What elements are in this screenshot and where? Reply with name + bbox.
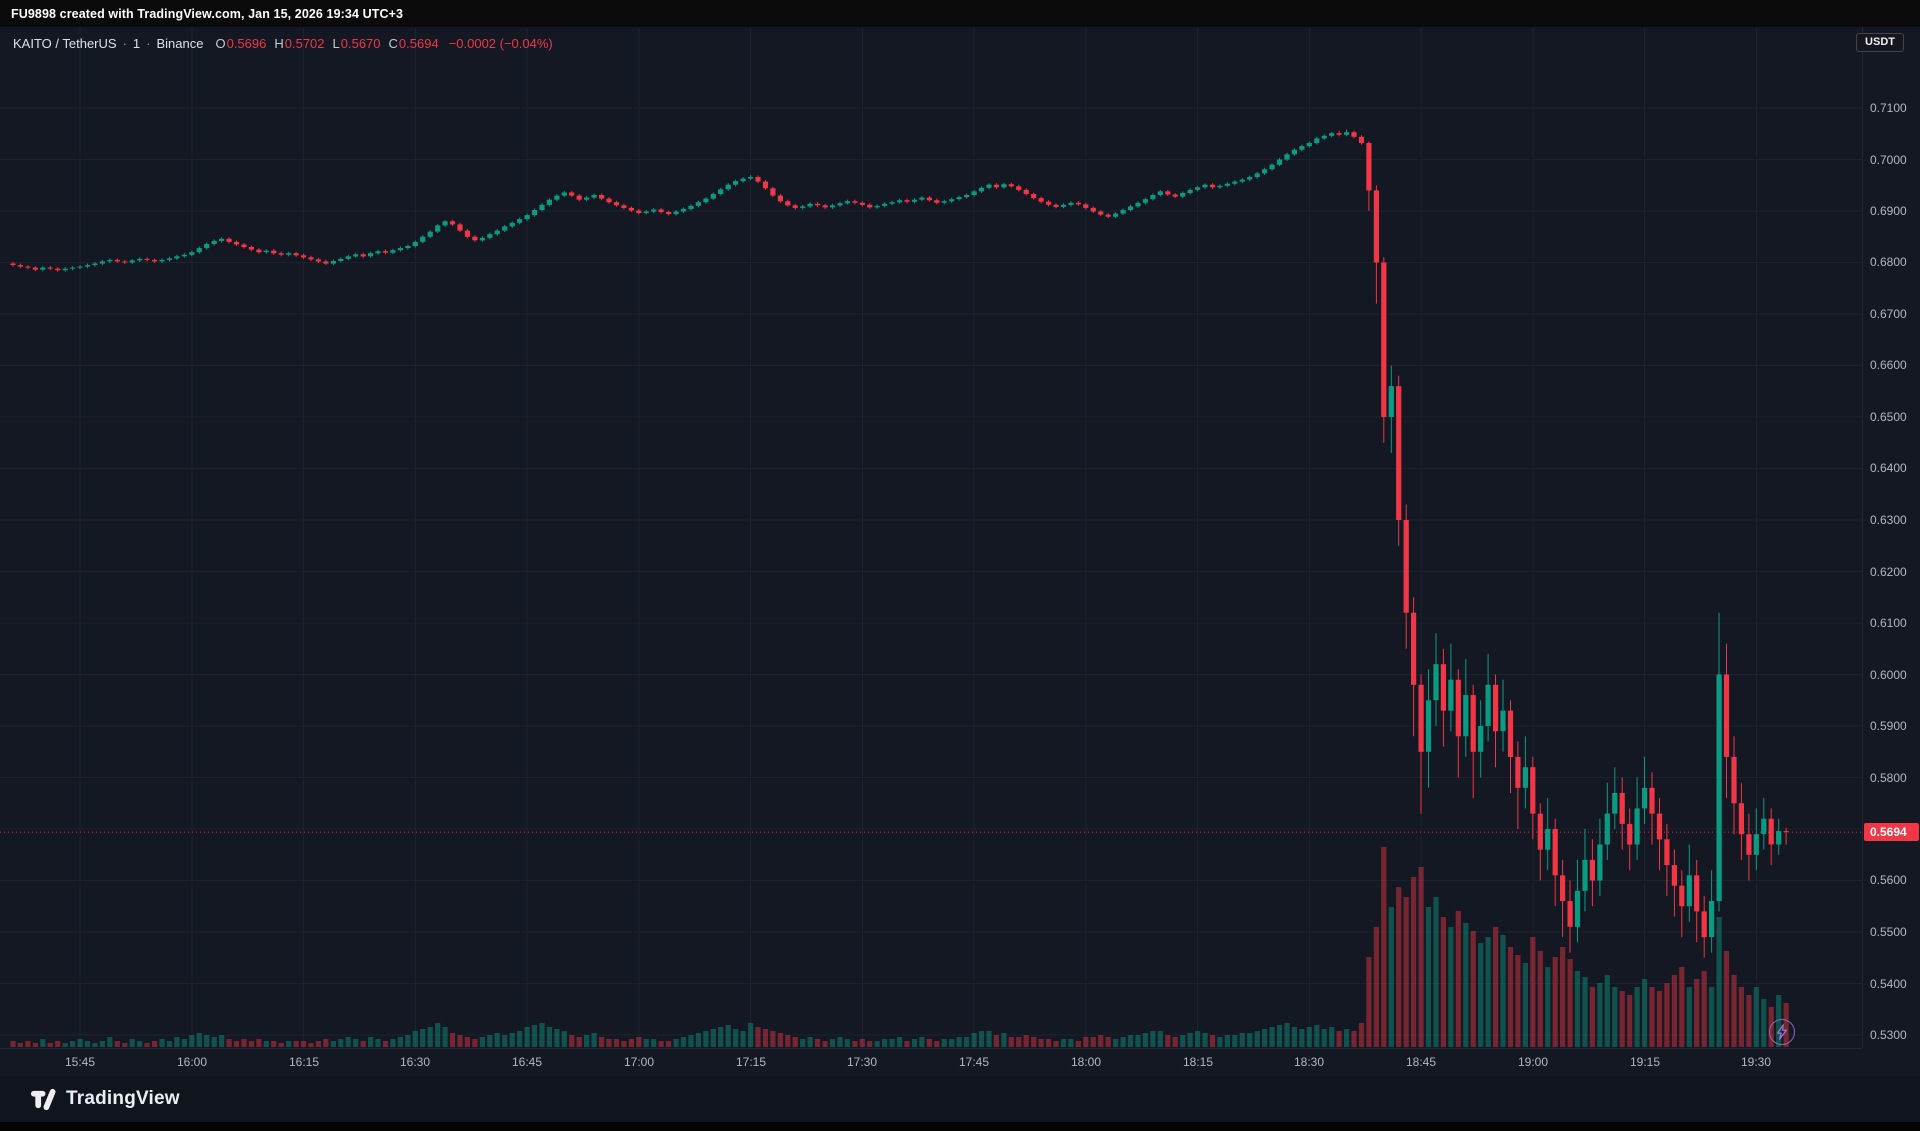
time-axis-label: 15:45 xyxy=(64,1055,96,1069)
time-axis-label: 17:00 xyxy=(623,1055,655,1069)
price-axis-label: 0.6000 xyxy=(1870,668,1907,682)
close-value: 0.5694 xyxy=(398,36,439,51)
time-axis-label: 19:30 xyxy=(1740,1055,1772,1069)
price-axis-label: 0.5600 xyxy=(1870,873,1907,887)
time-axis-label: 18:45 xyxy=(1405,1055,1437,1069)
symbol-legend: KAITO / TetherUS · 1 · Binance O 0.5696 H… xyxy=(13,36,553,51)
time-axis-label: 16:30 xyxy=(399,1055,431,1069)
legend-separator: · xyxy=(122,36,127,51)
time-axis-label: 19:00 xyxy=(1517,1055,1549,1069)
lightning-icon xyxy=(1776,1024,1788,1040)
chart-region: KAITO / TetherUS · 1 · Binance O 0.5696 H… xyxy=(0,27,1920,1076)
interval-value[interactable]: 1 xyxy=(132,36,141,51)
change-value: −0.0002 (−0.04%) xyxy=(448,36,553,51)
price-axis-label: 0.6200 xyxy=(1870,565,1907,579)
low-value: 0.5670 xyxy=(340,36,381,51)
price-axis-label: 0.6700 xyxy=(1870,307,1907,321)
attribution-bar: FU9898 created with TradingView.com, Jan… xyxy=(0,0,1920,27)
ohlc-readout: O 0.5696 H 0.5702 L 0.5670 C 0.5694 xyxy=(215,36,438,51)
time-axis[interactable]: 15:45 16:00 16:15 16:30 16:45 17:00 17:15 17:30… xyxy=(0,1048,1862,1076)
price-axis-label: 0.6500 xyxy=(1870,410,1907,424)
price-axis-label: 0.5900 xyxy=(1870,719,1907,733)
price-axis-label: 0.5500 xyxy=(1870,925,1907,939)
tradingview-logo-icon[interactable] xyxy=(30,1086,57,1113)
time-axis-label: 16:45 xyxy=(511,1055,543,1069)
time-axis-label: 16:15 xyxy=(288,1055,320,1069)
time-axis-label: 18:15 xyxy=(1182,1055,1214,1069)
time-axis-label: 19:15 xyxy=(1629,1055,1661,1069)
price-axis[interactable]: 0.5694 0.7100 0.7000 0.6900 0.6800 0.6700 0.6… xyxy=(1862,27,1920,1048)
time-axis-label: 16:00 xyxy=(176,1055,208,1069)
tradingview-logo-text[interactable]: TradingView xyxy=(66,1088,180,1109)
legend-separator: · xyxy=(146,36,151,51)
price-axis-label: 0.6100 xyxy=(1870,616,1907,630)
close-label: C xyxy=(388,36,398,51)
time-axis-label: 18:00 xyxy=(1070,1055,1102,1069)
price-axis-label: 0.5300 xyxy=(1870,1028,1907,1042)
price-axis-label: 0.6800 xyxy=(1870,255,1907,269)
low-label: L xyxy=(332,36,340,51)
footer-bar: TradingView xyxy=(0,1076,1920,1122)
price-axis-label: 0.5400 xyxy=(1870,977,1907,991)
time-axis-label: 17:30 xyxy=(846,1055,878,1069)
open-label: O xyxy=(215,36,226,51)
price-axis-label: 0.5800 xyxy=(1870,771,1907,785)
currency-toggle-button[interactable]: USDT xyxy=(1856,33,1904,52)
price-axis-label: 0.6900 xyxy=(1870,204,1907,218)
exchange-name[interactable]: Binance xyxy=(156,36,204,51)
lightning-button[interactable] xyxy=(1769,1019,1795,1045)
open-value: 0.5696 xyxy=(226,36,267,51)
time-axis-label: 17:45 xyxy=(958,1055,990,1069)
attribution-text: FU9898 created with TradingView.com, Jan… xyxy=(11,6,404,21)
price-axis-label: 0.7000 xyxy=(1870,153,1907,167)
high-value: 0.5702 xyxy=(284,36,325,51)
candlestick-plot[interactable] xyxy=(0,27,1862,1048)
price-axis-label: 0.6600 xyxy=(1870,358,1907,372)
symbol-title[interactable]: KAITO / TetherUS xyxy=(13,36,117,51)
time-axis-label: 18:30 xyxy=(1293,1055,1325,1069)
bottom-strip xyxy=(0,1122,1920,1131)
high-label: H xyxy=(274,36,284,51)
last-price-label: 0.5694 xyxy=(1864,823,1919,841)
price-axis-label: 0.6400 xyxy=(1870,461,1907,475)
price-axis-label: 0.7100 xyxy=(1870,101,1907,115)
time-axis-label: 17:15 xyxy=(735,1055,767,1069)
price-axis-label: 0.6300 xyxy=(1870,513,1907,527)
